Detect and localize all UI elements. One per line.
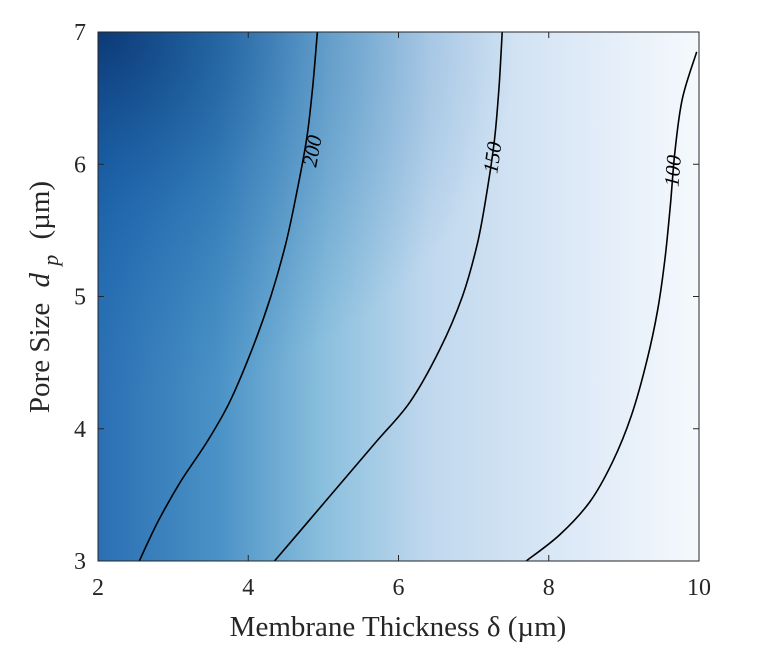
contour-line-150 (273, 31, 503, 562)
y-tick-label: 5 (74, 285, 86, 311)
x-tick-label: 10 (687, 575, 711, 601)
contour-label-200: 200 (297, 133, 326, 169)
axis-ticks (97, 31, 700, 562)
contour-label-100: 100 (659, 154, 686, 188)
tick-labels: 2 4 6 8 10 3 4 5 6 7 (74, 20, 711, 601)
x-axis-label: Membrane Thickness δ (µm) (230, 611, 567, 643)
x-tick-label: 4 (242, 575, 254, 601)
contour-label-150: 150 (478, 140, 506, 175)
contour-label-group-150: 150 (478, 140, 506, 175)
contour-line-100 (525, 51, 698, 562)
x-tick-label: 2 (92, 575, 104, 601)
y-axis-label-subscript: p (38, 255, 63, 268)
y-axis-label-text: Pore Size (24, 303, 56, 413)
y-axis-label-symbol: d (24, 273, 56, 288)
contour-label-group-200: 200 (297, 133, 326, 169)
y-tick-label: 7 (74, 20, 86, 46)
contour-labels: 200 150 100 (297, 133, 686, 188)
contour-lines (138, 31, 698, 562)
x-tick-label: 8 (543, 575, 555, 601)
y-tick-label: 4 (74, 417, 86, 443)
y-tick-label: 6 (74, 152, 86, 178)
contour-label-group-100: 100 (659, 154, 686, 188)
y-tick-label: 3 (74, 549, 86, 575)
y-axis-label: Pore Size d p (µm) (24, 181, 65, 413)
y-axis-label-unit: (µm) (24, 181, 56, 240)
contour-fill-dark-region (98, 32, 699, 561)
plot-area (98, 32, 699, 561)
contour-line-200 (138, 31, 319, 562)
x-tick-label: 6 (393, 575, 405, 601)
